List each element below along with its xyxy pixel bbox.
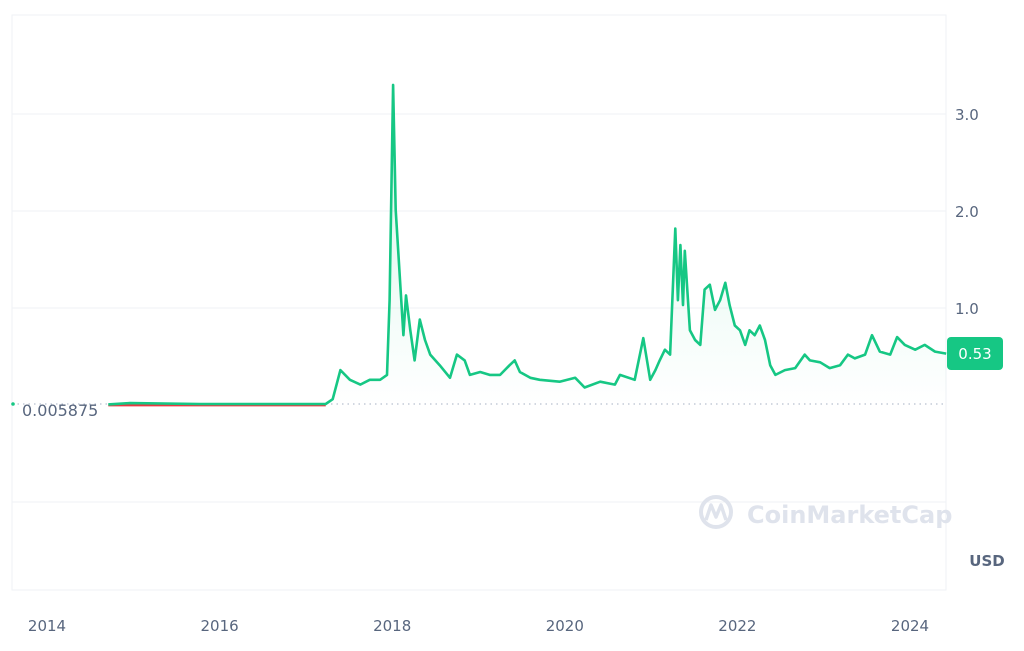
coinmarketcap-logo-wave: [706, 505, 726, 520]
x-tick-label: 2018: [373, 617, 411, 635]
y-axis: 1.0 2.0 3.0: [955, 106, 979, 318]
baseline-marker: [11, 402, 15, 406]
x-tick-label: 2024: [891, 617, 929, 635]
x-tick-label: 2016: [201, 617, 239, 635]
current-price-label: 0.53: [958, 345, 991, 363]
baseline-label: 0.005875: [22, 401, 98, 420]
x-axis: 2014 2016 2018 2020 2022 2024: [28, 617, 929, 635]
y-tick-label: 1.0: [955, 300, 979, 318]
x-tick-label: 2020: [546, 617, 584, 635]
series-line-path: [108, 85, 946, 405]
x-tick-label: 2022: [718, 617, 756, 635]
x-tick-label: 2014: [28, 617, 66, 635]
y-tick-label: 3.0: [955, 106, 979, 124]
series-area: [108, 85, 946, 405]
watermark-text: CoinMarketCap: [747, 501, 952, 529]
currency-label: USD: [969, 552, 1004, 570]
series-line: [108, 85, 946, 406]
y-tick-label: 2.0: [955, 203, 979, 221]
current-price-badge: 0.53: [947, 337, 1003, 370]
